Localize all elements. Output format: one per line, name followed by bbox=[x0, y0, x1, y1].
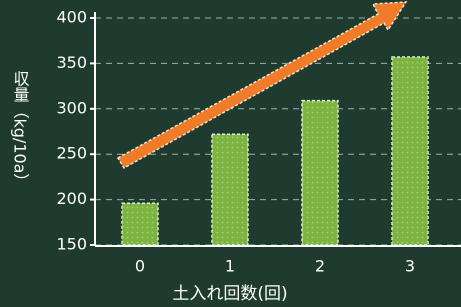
bar-group bbox=[122, 203, 158, 245]
bar-group bbox=[392, 57, 428, 245]
bar-texture bbox=[392, 57, 428, 245]
chart: 土入れ回数(回) 収量（kg/10a） 150 200 250 300 350 400 0 1… bbox=[0, 0, 461, 307]
x-axis-title: 土入れ回数(回) bbox=[172, 284, 287, 304]
y-tick-label: 400 bbox=[56, 8, 87, 27]
y-axis-title: 収量（kg/10a） bbox=[11, 71, 30, 190]
bar-group bbox=[212, 134, 248, 245]
bar-texture bbox=[212, 134, 248, 245]
bar-group bbox=[302, 101, 338, 245]
bar-texture bbox=[122, 203, 158, 245]
y-tick-label: 350 bbox=[56, 53, 87, 72]
y-tick-label: 250 bbox=[56, 144, 87, 163]
y-tick-label: 300 bbox=[56, 98, 87, 117]
x-tick-label: 1 bbox=[225, 257, 235, 276]
x-tick-label: 0 bbox=[135, 257, 145, 276]
y-tick-label: 200 bbox=[56, 189, 87, 208]
x-tick-label: 2 bbox=[315, 257, 325, 276]
x-tick-label: 3 bbox=[405, 257, 415, 276]
y-tick-label: 150 bbox=[56, 235, 87, 254]
bar-texture bbox=[302, 101, 338, 245]
